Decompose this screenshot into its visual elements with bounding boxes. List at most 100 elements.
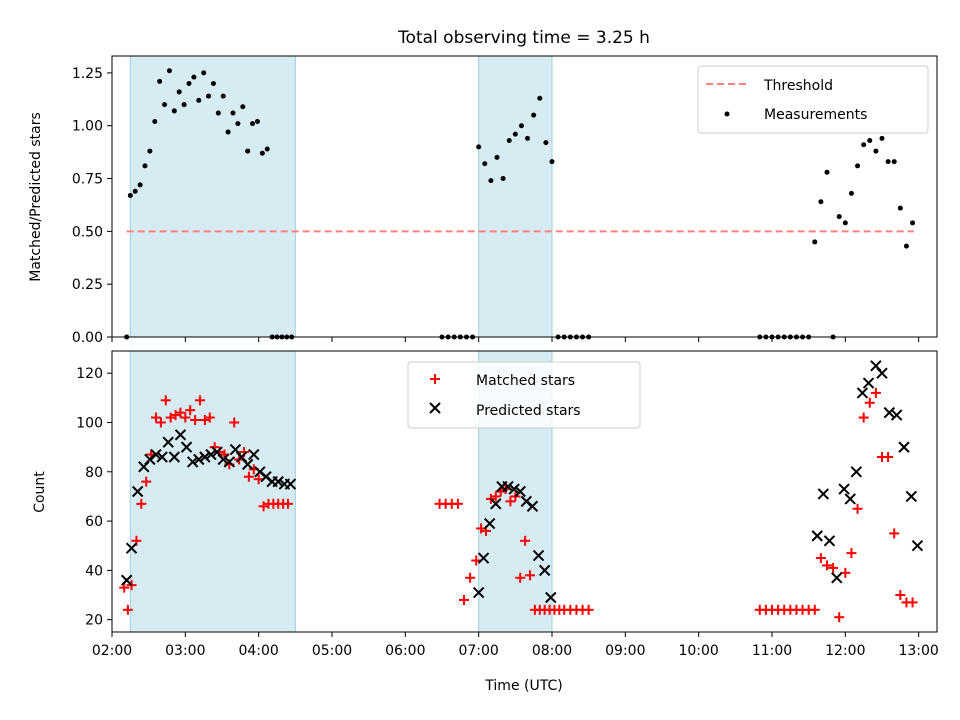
predicted-star-point-53 xyxy=(890,409,903,421)
predicted-star-stroke-b xyxy=(205,448,217,461)
predicted-star-stroke-b xyxy=(520,495,533,508)
predicted-star-point-31 xyxy=(490,498,502,510)
matched-star-point-52 xyxy=(525,570,535,581)
measurement-point-10 xyxy=(171,108,177,114)
matched-star-point-26 xyxy=(243,471,254,482)
predicted-star-stroke-b xyxy=(905,490,918,503)
xtick-label-10: 12:00 xyxy=(825,643,865,659)
legend-measurements-swatch xyxy=(724,111,730,117)
predicted-star-stroke-b xyxy=(856,387,869,399)
xtick-label-0: 02:00 xyxy=(92,643,132,659)
measurement-point-79 xyxy=(873,148,879,154)
predicted-star-point-35 xyxy=(514,485,526,498)
predicted-star-stroke-b xyxy=(229,443,242,456)
measurement-point-42 xyxy=(482,161,488,167)
predicted-star-stroke-b xyxy=(844,493,856,505)
predicted-star-point-47 xyxy=(850,466,863,478)
matched-star-point-38 xyxy=(452,498,463,509)
bottom-y-axis-label: Count xyxy=(32,471,48,513)
bottom-ytick-label-1: 40 xyxy=(85,563,103,579)
measurement-point-28 xyxy=(259,150,265,156)
predicted-star-point-51 xyxy=(876,367,888,379)
matched-star-point-34 xyxy=(283,498,293,509)
legend-threshold-label: Threshold xyxy=(763,78,833,94)
predicted-star-point-5 xyxy=(150,448,162,461)
measurement-point-23 xyxy=(235,121,241,127)
bottom-ytick-label-5: 120 xyxy=(76,366,103,382)
predicted-star-stroke-b xyxy=(180,441,193,453)
top-ytick-label-5: 1.25 xyxy=(72,66,103,82)
predicted-star-point-34 xyxy=(508,483,520,495)
predicted-star-stroke-b xyxy=(199,451,211,463)
measurement-point-83 xyxy=(897,205,903,211)
predicted-star-stroke-b xyxy=(217,453,229,466)
predicted-star-point-52 xyxy=(883,406,896,419)
measurement-point-2 xyxy=(132,188,138,194)
matched-star-point-39 xyxy=(459,594,469,605)
top-shaded-interval-1 xyxy=(478,55,553,338)
measurement-point-19 xyxy=(215,110,221,116)
bottom-axis-ticks: 20 40 60 80 100 120 02:00 03:00 04:00 05:00 06:00 0… xyxy=(76,366,939,659)
measurement-point-76 xyxy=(855,163,861,169)
predicted-star-stroke-b xyxy=(538,564,551,577)
measurement-point-9 xyxy=(166,68,172,74)
predicted-star-stroke-b xyxy=(483,517,496,530)
measurement-point-25 xyxy=(245,148,251,154)
predicted-star-stroke-b xyxy=(131,485,144,498)
legend-predicted-swatch xyxy=(429,402,441,414)
top-shaded-interval-0 xyxy=(129,55,296,338)
matched-star-point-82 xyxy=(864,397,875,408)
predicted-star-point-0 xyxy=(120,574,133,586)
matched-star-point-12 xyxy=(175,407,186,418)
xtick-label-1: 03:00 xyxy=(165,643,205,659)
predicted-star-stroke-b xyxy=(508,483,520,495)
measurement-point-52 xyxy=(543,140,549,146)
measurement-point-51 xyxy=(537,95,543,101)
predicted-star-point-54 xyxy=(898,441,910,453)
matched-star-point-14 xyxy=(185,405,196,416)
xtick-label-3: 05:00 xyxy=(312,643,352,659)
matched-star-point-4 xyxy=(136,498,147,509)
measurement-point-13 xyxy=(186,80,192,86)
matched-star-point-45 xyxy=(490,491,501,502)
legend-predicted-label: Predicted stars xyxy=(476,403,581,419)
predicted-star-point-43 xyxy=(823,535,836,547)
matched-star-point-7 xyxy=(151,412,161,423)
matched-star-point-23 xyxy=(229,417,240,428)
matched-star-point-40 xyxy=(465,572,476,583)
measurement-point-73 xyxy=(836,214,842,220)
xtick-label-8: 10:00 xyxy=(678,643,718,659)
predicted-star-point-7 xyxy=(162,436,174,448)
top-ytick-label-1: 0.25 xyxy=(72,277,103,293)
bottom-ytick-label-3: 80 xyxy=(85,465,103,481)
predicted-star-stroke-b xyxy=(125,542,138,554)
predicted-star-stroke-b xyxy=(811,530,823,542)
matched-star-point-41 xyxy=(471,555,482,566)
matched-star-point-79 xyxy=(846,548,857,559)
legend-measurements-label: Measurements xyxy=(764,107,867,123)
predicted-star-stroke-b xyxy=(235,451,248,463)
measurement-point-29 xyxy=(264,146,270,152)
matched-star-point-89 xyxy=(907,597,918,608)
predicted-star-stroke-b xyxy=(211,446,223,458)
measurement-point-49 xyxy=(525,135,531,141)
predicted-star-point-8 xyxy=(168,451,181,463)
predicted-star-point-9 xyxy=(174,429,187,441)
top-axis-ticks: 0.00 0.25 0.50 0.75 1.00 1.25 xyxy=(72,66,920,346)
measurement-point-46 xyxy=(506,138,512,144)
matched-star-point-0 xyxy=(119,582,130,593)
bottom-data-layer xyxy=(119,360,924,623)
bottom-plot-frame xyxy=(111,350,938,633)
measurement-point-43 xyxy=(488,178,494,184)
predicted-star-stroke-b xyxy=(472,586,485,599)
predicted-star-point-46 xyxy=(844,493,856,505)
xtick-label-9: 11:00 xyxy=(752,643,792,659)
measurement-point-44 xyxy=(494,154,500,160)
matched-star-point-9 xyxy=(160,395,171,406)
matched-star-point-51 xyxy=(520,535,531,546)
matched-star-point-86 xyxy=(889,528,900,539)
measurement-point-15 xyxy=(196,97,202,103)
predicted-star-stroke-b xyxy=(532,549,545,562)
measurement-point-71 xyxy=(824,169,830,175)
matched-star-point-87 xyxy=(895,590,906,601)
